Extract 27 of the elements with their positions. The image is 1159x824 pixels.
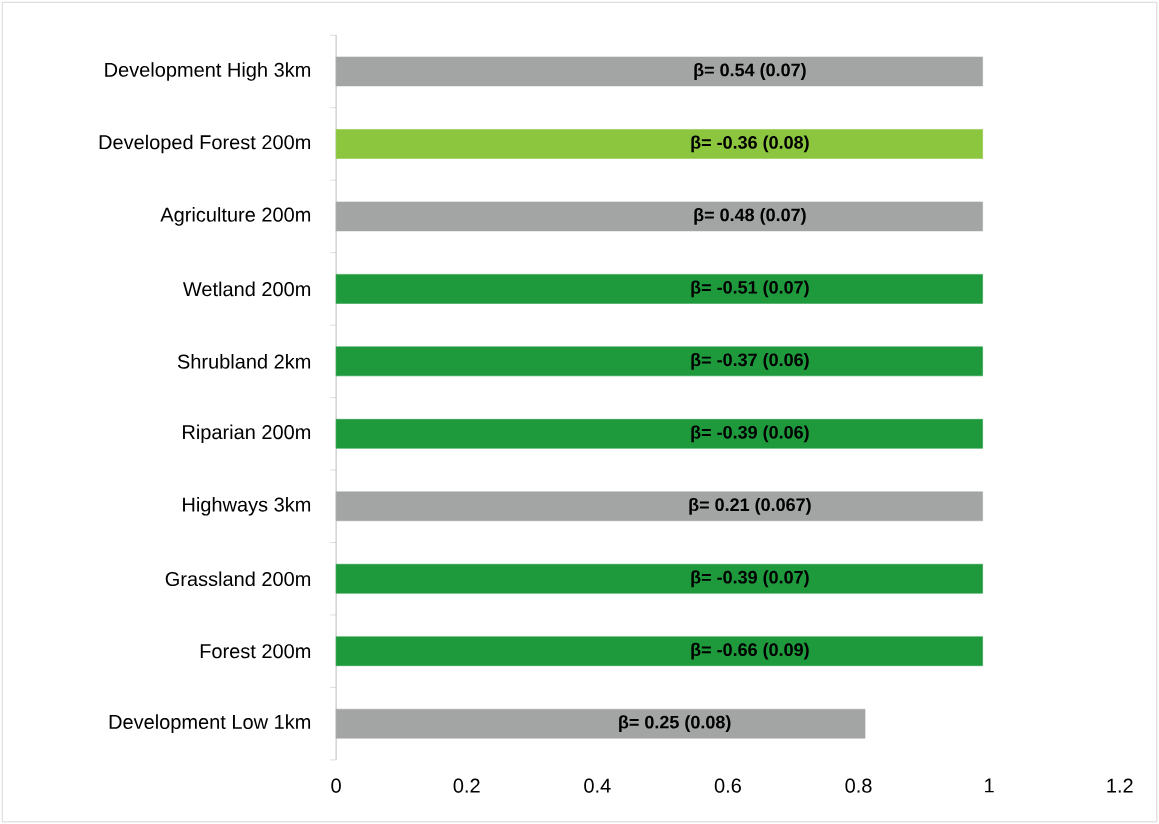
x-tick-label: 1.2 <box>1107 778 1133 793</box>
y-tick-label: Wetland 200m <box>182 281 311 297</box>
y-tick-label: Agriculture 200m <box>160 207 311 226</box>
data-label: β= 0.21 (0.067) <box>689 497 811 515</box>
data-label: β= -0.37 (0.06) <box>691 352 809 370</box>
y-tick-label: Development High 3km <box>105 62 311 81</box>
data-label: β= -0.51 (0.07) <box>691 280 809 298</box>
y-tick-label: Grassland 200m <box>165 571 311 587</box>
x-tick-label: 0.6 <box>714 778 741 793</box>
y-tick-label: Development Low 1km <box>109 714 311 733</box>
data-label: β= -0.39 (0.06) <box>691 425 809 443</box>
data-label: β= 0.25 (0.08) <box>619 715 731 733</box>
x-tick-label: 0.2 <box>453 778 480 793</box>
data-label: β= 0.54 (0.07) <box>694 63 806 80</box>
y-tick-label: Shrubland 2km <box>177 353 311 369</box>
y-tick-label: Developed Forest 200m <box>99 134 311 154</box>
y-tick-label: Forest 200m <box>200 644 311 659</box>
y-tick-label: Riparian 200m <box>183 424 311 444</box>
data-label: β= -0.39 (0.07) <box>691 570 809 588</box>
x-tick-label: 0.4 <box>584 778 611 793</box>
data-label: β= 0.48 (0.07) <box>694 207 806 225</box>
data-label: β= -0.36 (0.08) <box>691 135 809 153</box>
data-label: β= -0.66 (0.09) <box>691 642 809 660</box>
x-tick-label: 0.8 <box>845 778 872 793</box>
x-tick-label: 1 <box>985 778 994 793</box>
y-tick-label: Highways 3km <box>183 496 311 516</box>
x-tick-label: 0 <box>331 778 341 793</box>
